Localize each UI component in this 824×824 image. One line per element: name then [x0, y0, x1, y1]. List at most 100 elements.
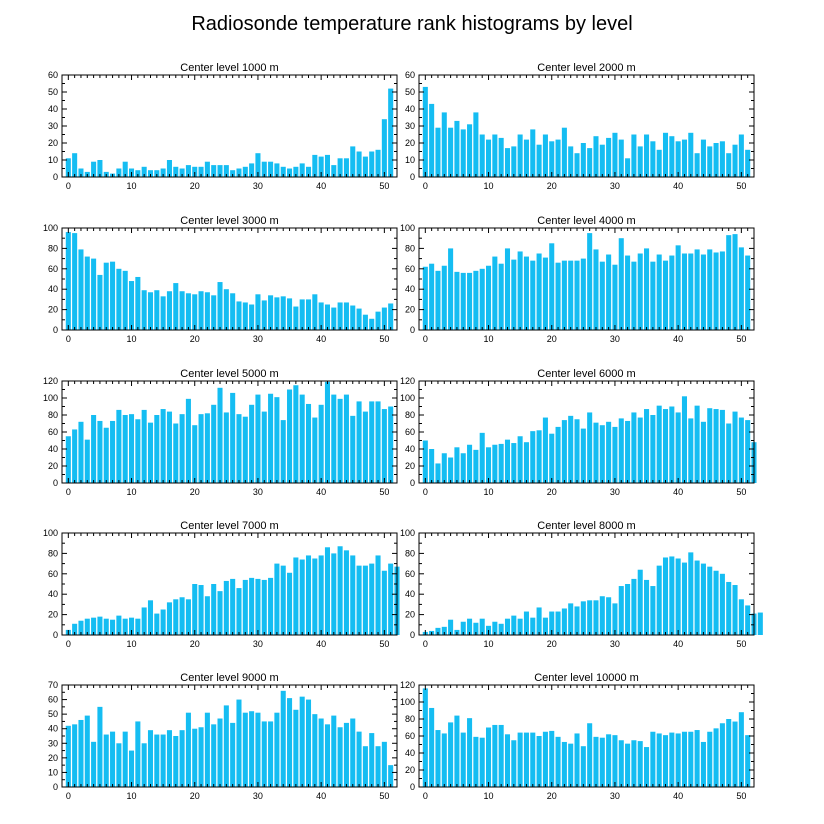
bar — [504, 439, 511, 483]
bar — [681, 562, 687, 635]
panel-title: Center level 1000 m — [180, 62, 278, 74]
bar — [637, 569, 643, 635]
bar — [688, 552, 694, 635]
bar — [223, 705, 229, 787]
bar — [249, 577, 255, 635]
y-tick-label: 40 — [405, 589, 415, 599]
bar — [173, 283, 179, 330]
bar — [460, 272, 466, 330]
bar — [116, 409, 122, 483]
bar — [637, 146, 643, 177]
bar — [713, 728, 719, 787]
bar — [454, 447, 460, 483]
x-tick-label: 20 — [547, 334, 557, 344]
x-tick-label: 40 — [316, 791, 326, 801]
bar — [473, 449, 479, 483]
bar — [700, 421, 706, 483]
bar — [173, 736, 179, 787]
y-tick-label: 40 — [405, 748, 415, 758]
y-tick-label: 10 — [48, 767, 58, 777]
y-tick-label: 120 — [400, 680, 415, 690]
bar — [429, 707, 435, 787]
bar — [618, 586, 624, 635]
bar — [154, 734, 160, 787]
bar — [606, 597, 612, 635]
bar — [268, 161, 274, 177]
bar — [542, 417, 548, 483]
bar — [669, 556, 675, 635]
bar — [549, 611, 555, 635]
x-tick-label: 10 — [127, 181, 137, 191]
bar — [198, 291, 204, 330]
x-tick-label: 0 — [66, 791, 71, 801]
bar — [242, 166, 248, 177]
bar — [479, 134, 485, 177]
bar — [356, 565, 362, 635]
bar — [454, 715, 460, 787]
y-tick-label: 50 — [48, 709, 58, 719]
bar — [305, 699, 312, 787]
y-tick-label: 40 — [48, 444, 58, 454]
bar — [375, 311, 381, 330]
x-tick-label: 10 — [484, 487, 494, 497]
y-tick-label: 80 — [405, 548, 415, 558]
bar — [343, 394, 349, 483]
bar — [473, 112, 479, 177]
bar — [299, 163, 305, 177]
bar — [299, 696, 305, 787]
bar — [555, 426, 561, 483]
bar — [631, 261, 637, 330]
bar — [473, 736, 479, 787]
bar — [681, 396, 687, 483]
bar — [422, 266, 428, 330]
bar — [719, 251, 725, 330]
x-tick-label: 30 — [610, 487, 620, 497]
y-tick-label: 10 — [48, 155, 58, 165]
y-tick-label: 0 — [410, 172, 415, 182]
bar — [230, 578, 236, 635]
y-tick-label: 60 — [405, 264, 415, 274]
panel-6: Center level 6000 m 0 10 20 30 40 50 0 20 40 60 80 1… — [400, 368, 757, 497]
x-tick-label: 50 — [379, 334, 389, 344]
x-tick-label: 20 — [190, 487, 200, 497]
x-tick-label: 20 — [547, 791, 557, 801]
bar — [192, 294, 198, 330]
bar — [280, 420, 286, 483]
bar — [198, 414, 204, 483]
y-tick-label: 60 — [405, 427, 415, 437]
bar — [261, 161, 267, 177]
bar — [492, 444, 498, 483]
bar — [574, 606, 580, 635]
bar — [293, 385, 299, 483]
panel-2: Center level 2000 m 0 10 20 30 40 50 0 10 20 30 40 5… — [405, 62, 755, 191]
bar — [441, 112, 447, 177]
bar — [593, 249, 599, 330]
y-tick-label: 40 — [48, 284, 58, 294]
bar — [637, 253, 643, 330]
bar — [479, 268, 485, 330]
bar — [230, 293, 236, 330]
bar — [568, 260, 574, 330]
bar — [530, 260, 536, 330]
bar — [78, 168, 84, 177]
bar — [166, 160, 172, 177]
bar — [331, 165, 337, 177]
bar — [255, 578, 261, 635]
bar — [726, 423, 732, 483]
bar — [745, 735, 751, 787]
bar — [160, 734, 166, 787]
bar — [249, 163, 255, 177]
bar — [511, 740, 517, 787]
bar — [166, 291, 172, 330]
bar — [179, 730, 185, 787]
bar — [726, 235, 732, 330]
bar — [388, 303, 394, 330]
bar — [448, 722, 454, 787]
bar — [719, 409, 725, 483]
x-tick-label: 50 — [736, 181, 746, 191]
y-tick-label: 60 — [405, 70, 415, 80]
bar — [287, 698, 293, 787]
bar — [681, 139, 687, 177]
bar — [381, 741, 387, 787]
bar — [492, 256, 498, 330]
